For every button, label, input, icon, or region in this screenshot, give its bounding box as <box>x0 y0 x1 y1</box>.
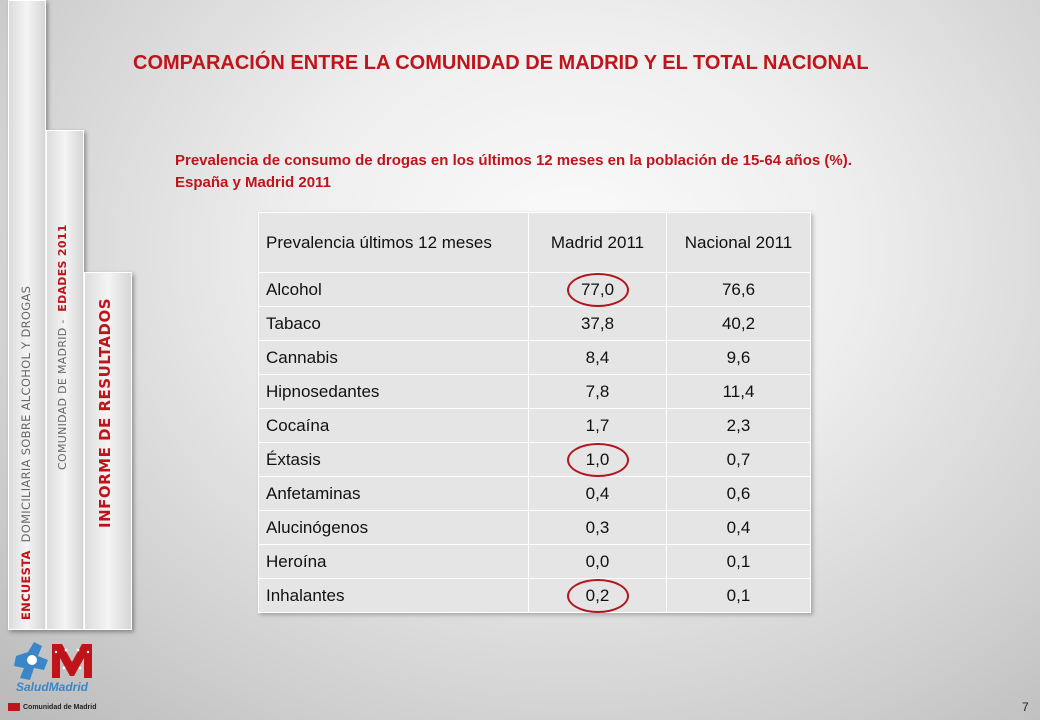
madrid-value: 1,7 <box>528 408 667 443</box>
survey-label: ENCUESTA DOMICILIARIA SOBRE ALCOHOL Y DR… <box>19 285 33 620</box>
table-row: Éxtasis 1,0 0,7 <box>258 442 811 477</box>
substance-label: Cocaína <box>258 408 529 443</box>
table-row: Alcohol 77,0 76,6 <box>258 272 811 307</box>
substance-label: Anfetaminas <box>258 476 529 511</box>
madrid-value: 37,8 <box>528 306 667 341</box>
nacional-value: 9,6 <box>666 340 811 375</box>
sidebar-tab-region <box>46 130 84 630</box>
table-row: Cocaína 1,7 2,3 <box>258 408 811 443</box>
sidebar-tab-survey <box>8 0 46 630</box>
nacional-value: 0,6 <box>666 476 811 511</box>
madrid-value: 1,0 <box>528 442 667 477</box>
madrid-value: 0,3 <box>528 510 667 545</box>
region-label: COMUNIDAD DE MADRID - EDADES 2011 <box>56 224 69 470</box>
report-label: INFORME DE RESULTADOS <box>96 297 114 528</box>
substance-label: Éxtasis <box>258 442 529 477</box>
substance-label: Hipnosedantes <box>258 374 529 409</box>
madrid-flag-icon <box>8 703 20 711</box>
nacional-value: 76,6 <box>666 272 811 307</box>
table-row: Anfetaminas 0,4 0,6 <box>258 476 811 511</box>
madrid-value: 0,2 <box>528 578 667 613</box>
table-row: Tabaco 37,8 40,2 <box>258 306 811 341</box>
nacional-value: 0,7 <box>666 442 811 477</box>
prevalence-table-container: Prevalencia últimos 12 meses Madrid 2011… <box>258 212 811 613</box>
substance-label: Tabaco <box>258 306 529 341</box>
header-madrid: Madrid 2011 <box>528 212 667 273</box>
madrid-value: 8,4 <box>528 340 667 375</box>
madrid-value: 7,8 <box>528 374 667 409</box>
header-nacional: Nacional 2011 <box>666 212 811 273</box>
substance-label: Alcohol <box>258 272 529 307</box>
madrid-value: 77,0 <box>528 272 667 307</box>
substance-label: Heroína <box>258 544 529 579</box>
table-row: Cannabis 8,4 9,6 <box>258 340 811 375</box>
madrid-value: 0,0 <box>528 544 667 579</box>
table-row: Inhalantes 0,2 0,1 <box>258 578 811 613</box>
nacional-value: 0,1 <box>666 544 811 579</box>
nacional-value: 0,4 <box>666 510 811 545</box>
salud-madrid-logo: SaludMadrid <box>8 638 118 696</box>
nacional-value: 11,4 <box>666 374 811 409</box>
nacional-value: 0,1 <box>666 578 811 613</box>
table-row: Alucinógenos 0,3 0,4 <box>258 510 811 545</box>
comunidad-label: Comunidad de Madrid <box>23 703 97 711</box>
substance-label: Inhalantes <box>258 578 529 613</box>
comunidad-footer: Comunidad de Madrid <box>8 703 97 711</box>
page-subtitle: Prevalencia de consumo de drogas en los … <box>175 152 852 191</box>
nacional-value: 40,2 <box>666 306 811 341</box>
substance-label: Alucinógenos <box>258 510 529 545</box>
prevalence-table: Prevalencia últimos 12 meses Madrid 2011… <box>258 212 811 613</box>
header-prevalence: Prevalencia últimos 12 meses <box>258 212 529 273</box>
page-number: 7 <box>1022 700 1029 714</box>
nacional-value: 2,3 <box>666 408 811 443</box>
sidebar-tab-report <box>84 272 132 630</box>
table-header-row: Prevalencia últimos 12 meses Madrid 2011… <box>258 212 811 273</box>
madrid-value: 0,4 <box>528 476 667 511</box>
table-row: Hipnosedantes 7,8 11,4 <box>258 374 811 409</box>
table-row: Heroína 0,0 0,1 <box>258 544 811 579</box>
substance-label: Cannabis <box>258 340 529 375</box>
logo-wordmark: SaludMadrid <box>16 680 89 694</box>
page-title: COMPARACIÓN ENTRE LA COMUNIDAD DE MADRID… <box>133 52 869 74</box>
